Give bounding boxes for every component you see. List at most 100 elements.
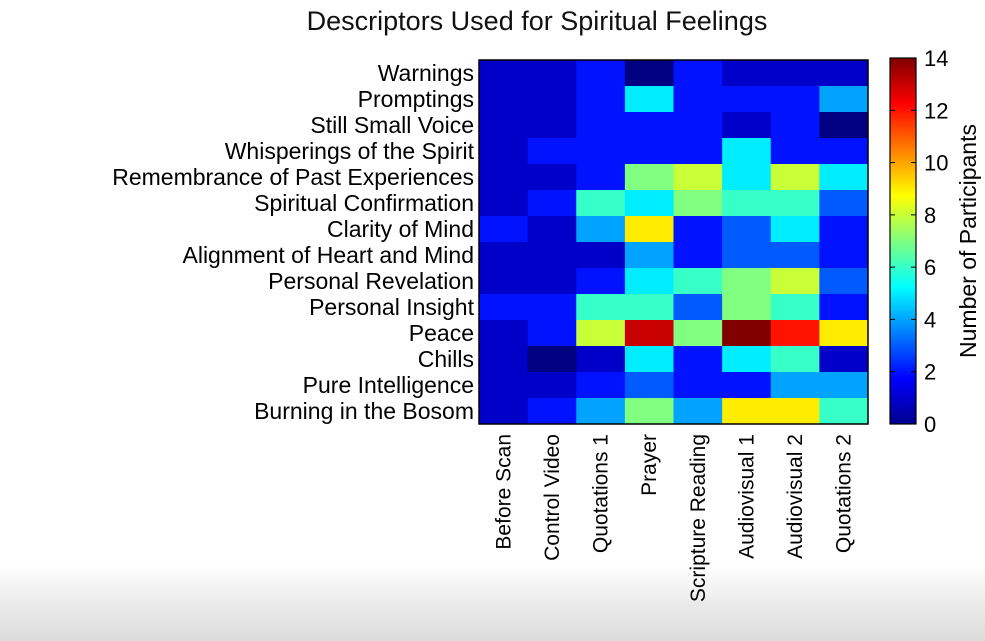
heatmap-cell [770,398,820,425]
colorbar: 0 2 4 6 8 10 12 14 Number of Participants [889,46,981,437]
heatmap-cell [722,294,772,321]
heatmap-cell [673,398,723,425]
heatmap-cell [770,294,820,321]
heatmap-cell [479,216,529,243]
heatmap-cell [673,242,723,269]
heatmap-cell [770,268,820,295]
heatmap-cell [770,112,820,139]
column-label: Audiovisual 2 [784,434,807,559]
heatmap-cell [527,346,577,373]
heatmap-cell [819,346,869,373]
heatmap-cell [770,86,820,113]
heatmap-cell [527,294,577,321]
heatmap-cell [624,60,675,87]
heatmap-cell [722,398,772,425]
heatmap-cell [479,164,529,191]
colorbar-tick-label: 2 [924,360,936,385]
heatmap-cell [479,242,529,269]
heatmap-cell [819,268,869,295]
heatmap-cell [479,346,529,373]
heatmap-cell [722,86,772,113]
colorbar-tick-label: 0 [924,412,936,437]
heatmap-cell [722,242,772,269]
heatmap-cell [770,138,820,165]
heatmap-cell [527,190,577,217]
column-label: Prayer [638,434,661,496]
heatmap-cell [722,372,772,399]
heatmap-cell [527,242,577,269]
colorbar-ticks: 0 2 4 6 8 10 12 14 [890,46,948,437]
row-label: Clarity of Mind [327,216,474,242]
heatmap-cell [624,320,675,347]
heatmap-cell [576,216,626,243]
row-label: Remembrance of Past Experiences [112,164,474,190]
heatmap-cell [576,268,626,295]
row-label: Promptings [358,86,474,112]
heatmap-cell [722,164,772,191]
row-label: Burning in the Bosom [254,398,474,424]
heatmap-cell [673,346,723,373]
heatmap-cell [527,320,577,347]
colorbar-gradient [889,57,917,425]
heatmap-cells [479,60,869,425]
heatmap-cell [770,372,820,399]
heatmap-cell [527,112,577,139]
heatmap-cell [624,372,675,399]
heatmap-cell [576,320,626,347]
heatmap-cell [527,60,577,87]
colorbar-tick-label: 14 [924,46,948,71]
column-label: Quotations 1 [590,434,613,553]
heatmap-cell [576,164,626,191]
heatmap-cell [624,164,675,191]
heatmap-cell [624,346,675,373]
heatmap-cell [770,320,820,347]
heatmap-cell [819,86,869,113]
heatmap-cell [624,398,675,425]
heatmap-cell [576,86,626,113]
heatmap-cell [673,294,723,321]
heatmap-cell [527,372,577,399]
column-label: Control Video [541,434,564,561]
heatmap-cell [527,398,577,425]
heatmap-cell [819,320,869,347]
heatmap-cell [576,398,626,425]
heatmap-cell [819,242,869,269]
colorbar-label: Number of Participants [955,124,981,358]
heatmap-cell [479,86,529,113]
row-label: Personal Insight [309,294,475,320]
heatmap-cell [819,112,869,139]
heatmap-cell [673,320,723,347]
heatmap-cell [819,216,869,243]
heatmap-cell [527,138,577,165]
heatmap-cell [673,86,723,113]
heatmap-cell [527,164,577,191]
heatmap-cell [673,372,723,399]
row-label: Warnings [378,60,474,86]
row-label: Chills [418,346,474,372]
heatmap-cell [479,60,529,87]
heatmap-cell [673,164,723,191]
heatmap-cell [479,320,529,347]
heatmap-cell [673,60,723,87]
heatmap-cell [722,190,772,217]
heatmap-cell [673,216,723,243]
colorbar-tick-label: 8 [924,203,936,228]
heatmap-cell [624,268,675,295]
bottom-fade [0,565,985,641]
heatmap-cell [819,138,869,165]
column-labels: Before Scan Control Video Quotations 1 Pray… [492,434,855,602]
heatmap-cell [527,268,577,295]
heatmap-cell [624,242,675,269]
heatmap-cell [576,294,626,321]
heatmap-frame [478,59,869,425]
heatmap-cell [819,190,869,217]
heatmap-cell [819,164,869,191]
heatmap-cell [479,268,529,295]
heatmap-cell [722,268,772,295]
row-label: Still Small Voice [310,112,474,138]
heatmap-cell [527,86,577,113]
colorbar-tick-label: 12 [924,98,948,123]
heatmap-cell [479,112,529,139]
